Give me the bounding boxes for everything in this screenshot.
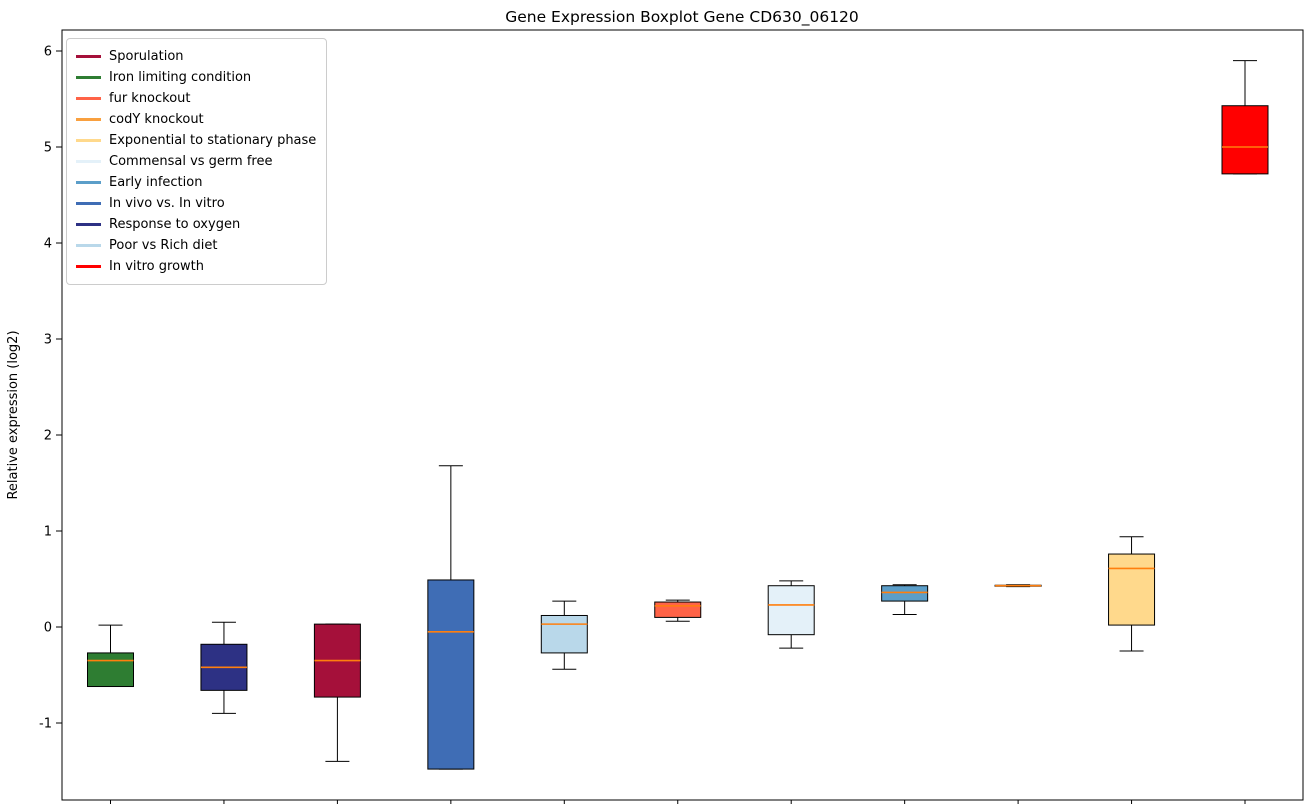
legend-label: In vivo vs. In vitro — [109, 196, 225, 211]
legend-label: In vitro growth — [109, 259, 204, 274]
boxplot-box — [427, 579, 475, 770]
legend-label: fur knockout — [109, 91, 191, 106]
legend-item: In vitro growth — [76, 256, 316, 277]
plot-frame — [61, 29, 1304, 801]
legend-label: Exponential to stationary phase — [109, 133, 317, 148]
boxplot-box — [767, 585, 815, 636]
legend-item: Early infection — [76, 172, 316, 193]
boxplot-box — [1221, 105, 1269, 175]
legend-item: Poor vs Rich diet — [76, 235, 316, 256]
boxplot-group — [881, 584, 929, 616]
boxplot-box — [654, 601, 702, 618]
legend-swatch — [76, 139, 101, 142]
legend-swatch — [76, 202, 101, 205]
boxplot-group — [540, 600, 588, 670]
boxplot-series — [87, 60, 1269, 770]
legend-label: Response to oxygen — [109, 217, 241, 232]
boxplot-group — [654, 599, 702, 622]
legend-swatch — [76, 265, 101, 268]
y-tick-label: 0 — [44, 621, 52, 636]
boxplot-box — [87, 652, 134, 688]
legend-item: Sporulation — [76, 46, 316, 67]
legend-swatch — [76, 55, 101, 58]
legend-item: Iron limiting condition — [76, 67, 316, 88]
y-tick-label: 2 — [44, 429, 52, 444]
boxplot-group — [767, 580, 815, 649]
x-axis-ticks — [110, 800, 1246, 804]
legend-item: In vivo vs. In vitro — [76, 193, 316, 214]
legend-label: Early infection — [109, 175, 203, 190]
y-axis-ticks: 6 5 4 3 2 1 0 -1 — [39, 45, 62, 732]
y-tick-label: -1 — [39, 717, 52, 732]
legend: Sporulation Iron limiting condition fur kn… — [66, 38, 328, 285]
legend-swatch — [76, 181, 101, 184]
legend-swatch — [76, 244, 101, 247]
boxplot-group — [427, 465, 475, 770]
legend-label: codY knockout — [109, 112, 204, 127]
boxplot-group — [1221, 60, 1269, 175]
legend-label: Commensal vs germ free — [109, 154, 273, 169]
chart-title: Gene Expression Boxplot Gene CD630_06120 — [505, 8, 859, 27]
legend-item: Commensal vs germ free — [76, 151, 316, 172]
legend-item: fur knockout — [76, 88, 316, 109]
legend-item: codY knockout — [76, 109, 316, 130]
y-tick-label: 6 — [44, 45, 52, 60]
boxplot-box — [1108, 553, 1156, 626]
legend-swatch — [76, 76, 101, 79]
y-axis-label: Relative expression (log2) — [6, 330, 21, 499]
y-tick-label: 3 — [44, 333, 52, 348]
y-tick-label: 4 — [44, 237, 52, 252]
boxplot-group — [994, 584, 1042, 588]
legend-swatch — [76, 160, 101, 163]
boxplot-group — [87, 624, 134, 688]
legend-swatch — [76, 223, 101, 226]
y-tick-label: 1 — [44, 525, 52, 540]
legend-label: Sporulation — [109, 49, 184, 64]
legend-label: Poor vs Rich diet — [109, 238, 218, 253]
boxplot-group — [200, 621, 248, 714]
legend-item: Response to oxygen — [76, 214, 316, 235]
legend-swatch — [76, 97, 101, 100]
legend-item: Exponential to stationary phase — [76, 130, 316, 151]
legend-label: Iron limiting condition — [109, 70, 252, 85]
boxplot-box — [881, 585, 929, 602]
boxplot-group — [313, 623, 361, 762]
boxplot-box — [540, 614, 588, 654]
boxplot-group — [1108, 536, 1156, 652]
y-tick-label: 5 — [44, 141, 52, 156]
legend-swatch — [76, 118, 101, 121]
